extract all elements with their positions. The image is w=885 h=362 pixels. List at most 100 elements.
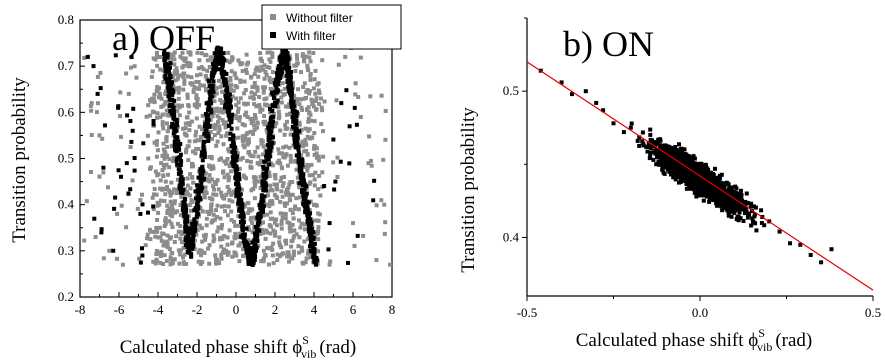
data-point-with-filter <box>285 78 290 83</box>
data-point-with-filter <box>171 109 176 114</box>
data-point-without-filter <box>185 144 190 149</box>
data-point-with-filter <box>221 51 226 56</box>
data-point-without-filter <box>204 177 209 181</box>
data-point-without-filter <box>212 187 216 192</box>
data-point-with-filter <box>169 90 174 95</box>
data-point <box>683 153 688 157</box>
data-point-without-filter <box>302 59 306 64</box>
data-point-with-filter <box>217 47 222 52</box>
data-point-with-filter <box>268 120 273 125</box>
data-point-without-filter <box>181 255 185 260</box>
data-point-with-filter <box>233 151 238 155</box>
data-point-without-filter <box>251 186 256 191</box>
data-point-without-filter <box>213 122 218 127</box>
data-point-without-filter <box>311 104 316 109</box>
data-point-without-filter <box>379 198 384 203</box>
y-tick-label: 0.7 <box>58 58 75 73</box>
data-point-without-filter <box>306 68 311 73</box>
data-point-without-filter <box>274 217 279 222</box>
data-point-with-filter <box>172 117 177 122</box>
data-point-with-filter <box>162 51 166 56</box>
data-point-without-filter <box>100 136 105 141</box>
data-point-without-filter <box>303 126 308 131</box>
data-point-with-filter <box>174 158 179 163</box>
data-point-without-filter <box>256 243 261 248</box>
data-point-without-filter <box>154 252 159 257</box>
data-point-without-filter <box>176 73 181 78</box>
data-point-without-filter <box>219 226 224 231</box>
data-point-without-filter <box>170 207 175 212</box>
data-point <box>751 219 755 224</box>
data-point-without-filter <box>252 215 257 220</box>
data-point-without-filter <box>302 149 307 154</box>
data-point-with-filter <box>306 200 311 205</box>
data-point-without-filter <box>160 168 165 173</box>
data-point-with-filter <box>305 211 310 216</box>
data-point-with-filter <box>268 129 273 134</box>
data-point-without-filter <box>190 161 194 166</box>
data-point-without-filter <box>256 154 261 159</box>
data-point-without-filter <box>196 259 201 264</box>
data-point-without-filter <box>216 131 221 136</box>
data-point-with-filter <box>178 181 183 186</box>
data-point-without-filter <box>250 221 255 226</box>
data-point-without-filter <box>173 210 177 215</box>
data-point-without-filter <box>118 114 123 119</box>
data-point-without-filter <box>283 153 288 158</box>
data-point <box>749 223 754 228</box>
data-point-without-filter <box>152 230 157 234</box>
data-point <box>662 159 666 164</box>
data-point-without-filter <box>283 203 288 208</box>
y-tick-label: 0.2 <box>58 289 74 304</box>
data-point-without-filter <box>201 134 206 139</box>
data-point-with-filter <box>250 240 255 245</box>
data-point-without-filter <box>264 73 269 77</box>
data-point-with-filter <box>290 105 295 110</box>
data-point-with-filter <box>163 65 168 70</box>
data-point <box>674 155 679 160</box>
data-point-without-filter <box>298 225 303 230</box>
data-point-without-filter <box>158 67 163 72</box>
data-point <box>687 177 692 181</box>
data-point-without-filter <box>211 239 216 244</box>
data-point-with-filter <box>200 178 205 183</box>
data-point <box>704 171 709 176</box>
data-point-without-filter <box>271 111 276 116</box>
data-point-without-filter <box>226 50 231 55</box>
data-point-without-filter <box>277 235 282 240</box>
data-point-without-filter <box>328 259 333 264</box>
data-point-without-filter <box>178 54 183 59</box>
data-point-without-filter <box>253 116 258 121</box>
data-point <box>668 150 673 155</box>
data-point-without-filter <box>154 225 159 230</box>
data-point-with-filter <box>193 229 197 233</box>
data-point <box>740 203 745 208</box>
data-point-without-filter <box>240 156 245 160</box>
data-point <box>702 163 707 168</box>
data-point-without-filter <box>277 240 282 245</box>
data-point-with-filter <box>140 253 145 258</box>
data-point-with-filter <box>99 230 104 235</box>
data-point-with-filter <box>132 156 137 160</box>
data-point-without-filter <box>225 156 230 161</box>
data-point <box>694 163 699 167</box>
data-point <box>583 89 588 94</box>
data-point-without-filter <box>267 57 272 62</box>
data-point-without-filter <box>159 104 164 109</box>
data-point-without-filter <box>283 104 288 109</box>
data-point-with-filter <box>284 52 289 56</box>
data-point-without-filter <box>154 89 159 94</box>
data-point-without-filter <box>172 199 177 204</box>
data-point-without-filter <box>307 110 312 115</box>
data-point-with-filter <box>202 151 207 156</box>
data-point-without-filter <box>285 163 290 168</box>
data-point <box>676 173 681 178</box>
data-point-with-filter <box>174 149 179 154</box>
data-point-without-filter <box>312 131 317 135</box>
data-point-without-filter <box>304 96 308 100</box>
data-point <box>691 160 696 165</box>
data-point-with-filter <box>237 196 242 200</box>
data-point <box>654 150 659 155</box>
data-point-without-filter <box>319 96 323 101</box>
data-point <box>684 182 689 186</box>
